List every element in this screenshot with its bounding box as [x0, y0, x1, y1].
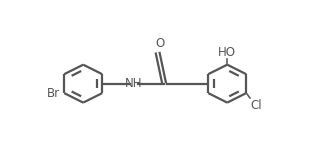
Text: O: O — [155, 37, 164, 50]
Text: NH: NH — [125, 77, 143, 90]
Text: HO: HO — [218, 46, 236, 59]
Text: Cl: Cl — [251, 99, 262, 112]
Text: Br: Br — [46, 87, 60, 100]
